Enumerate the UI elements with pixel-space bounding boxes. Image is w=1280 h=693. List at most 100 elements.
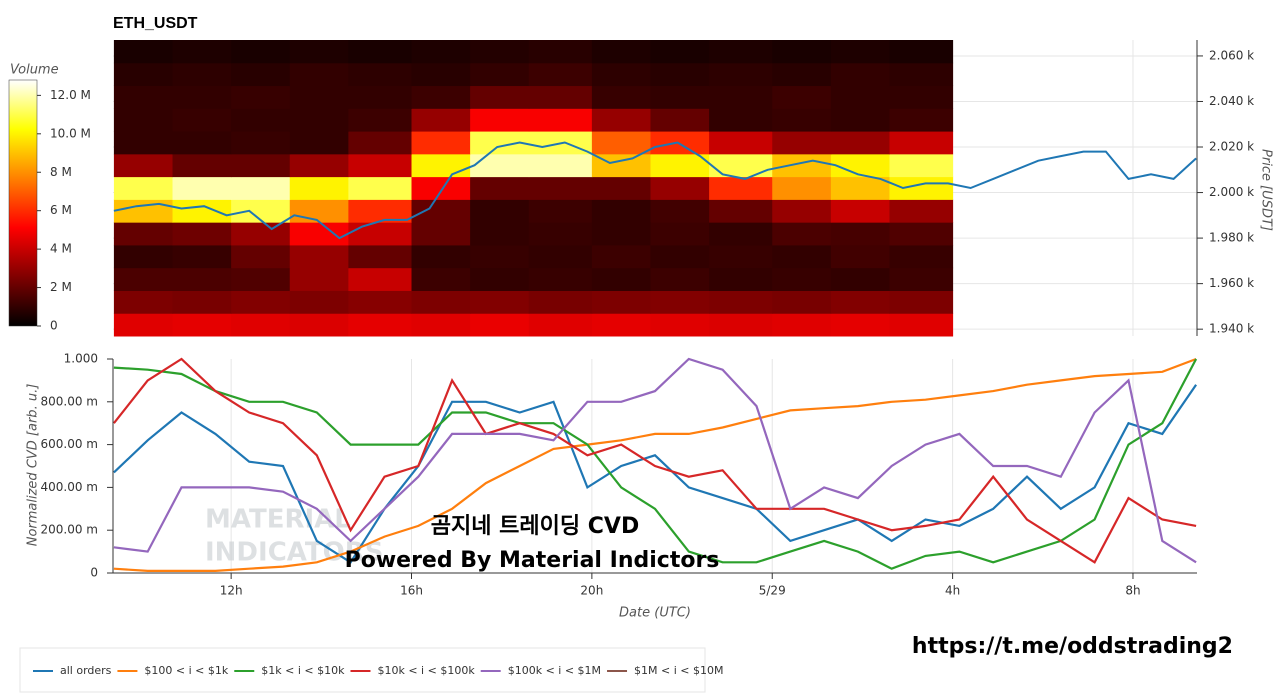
y-tick-label: 2.060 k xyxy=(1209,48,1254,62)
heat-cell xyxy=(772,62,832,87)
colorbar xyxy=(8,79,38,327)
heat-cell xyxy=(348,62,413,87)
heat-cell xyxy=(528,222,593,246)
heat-cell xyxy=(289,131,349,155)
x-axis-label: Date (UTC) xyxy=(619,606,691,621)
price-line xyxy=(113,141,1197,240)
heat-cell xyxy=(591,62,651,87)
heat-cell xyxy=(709,222,773,246)
heat-cell xyxy=(528,313,593,337)
heat-cell xyxy=(830,176,890,200)
heat-cell xyxy=(172,85,232,109)
y-tick-label: 400.00 m xyxy=(41,480,99,494)
heat-cell xyxy=(830,290,890,314)
heat-cell xyxy=(528,85,593,109)
heat-cell xyxy=(709,108,773,132)
heat-cell xyxy=(231,222,291,246)
heat-cell xyxy=(772,40,832,64)
heat-cell xyxy=(772,131,832,155)
heat-cell xyxy=(830,222,890,246)
heat-cell xyxy=(470,222,530,246)
heat-cell xyxy=(528,40,593,64)
heat-cell xyxy=(830,153,890,178)
y-tick-label: 1.980 k xyxy=(1209,231,1254,245)
heat-cell xyxy=(348,176,413,200)
heat-cell xyxy=(528,153,593,178)
heat-cell xyxy=(889,108,954,132)
heat-cell xyxy=(830,108,890,132)
heat-cell xyxy=(650,313,710,337)
legend-label: $10k < i < $100k xyxy=(377,664,475,677)
heat-cell xyxy=(772,176,832,200)
heat-cell xyxy=(172,153,232,178)
heat-cell xyxy=(830,244,890,269)
heat-cell xyxy=(172,40,232,64)
heat-cell xyxy=(231,62,291,87)
heat-cell xyxy=(348,313,413,337)
heat-cell xyxy=(113,199,174,223)
heat-cell xyxy=(348,222,413,246)
heat-cell xyxy=(231,85,291,109)
heat-cell xyxy=(528,290,593,314)
heat-cell xyxy=(591,108,651,132)
heat-cell xyxy=(231,176,291,200)
series-line xyxy=(113,357,1197,572)
heat-cell xyxy=(889,85,954,109)
heat-cell xyxy=(709,290,773,314)
heat-cell xyxy=(289,40,349,64)
chart-title: ETH_USDT xyxy=(113,15,198,32)
heat-cell xyxy=(411,290,471,314)
heat-cell xyxy=(528,199,593,223)
heat-cell xyxy=(470,85,530,109)
x-tick-label: 20h xyxy=(580,584,603,598)
heat-cell xyxy=(231,131,291,155)
y-axis-label: Price [USDT] xyxy=(1259,149,1274,231)
heat-cell xyxy=(650,131,710,155)
heat-cell xyxy=(591,40,651,64)
heat-cell xyxy=(772,85,832,109)
heat-cell xyxy=(411,244,471,269)
annotation: Powered By Material Indictors xyxy=(345,548,720,573)
y-tick-label: 800.00 m xyxy=(41,394,99,408)
heat-cell xyxy=(772,108,832,132)
heat-cell xyxy=(591,267,651,291)
x-tick-label: 5/29 xyxy=(759,584,786,598)
y-tick-label: 200.00 m xyxy=(41,523,99,537)
heat-cell xyxy=(889,267,954,291)
heat-cell xyxy=(650,85,710,109)
heat-cell xyxy=(650,290,710,314)
heat-cell xyxy=(289,244,349,269)
heat-cell xyxy=(889,176,954,200)
heat-cell xyxy=(113,222,174,246)
heat-cell xyxy=(528,108,593,132)
legend-label: all orders xyxy=(60,664,112,677)
heat-cell xyxy=(772,222,832,246)
heat-cell xyxy=(830,62,890,87)
y-axis-label: Normalized CVD [arb. u.] xyxy=(26,384,41,547)
heat-cell xyxy=(591,131,651,155)
heat-cell xyxy=(528,267,593,291)
heat-cell xyxy=(411,222,471,246)
heat-cell xyxy=(113,313,174,337)
x-tick-label: 16h xyxy=(400,584,423,598)
series-line xyxy=(113,357,1197,564)
heat-cell xyxy=(591,176,651,200)
series-line xyxy=(113,384,1198,564)
heat-cell xyxy=(709,267,773,291)
heat-cell xyxy=(528,62,593,87)
heat-cell xyxy=(470,40,530,64)
heat-cell xyxy=(113,131,174,155)
heat-cell xyxy=(591,199,651,223)
heat-cell xyxy=(289,290,349,314)
heat-cell xyxy=(172,244,232,269)
colorbar-tick-label: 0 xyxy=(50,319,58,333)
heat-cell xyxy=(709,176,773,200)
heat-cell xyxy=(650,176,710,200)
heat-cell xyxy=(650,108,710,132)
series-line xyxy=(113,357,1197,564)
heat-cell xyxy=(470,131,530,155)
heat-cell xyxy=(289,85,349,109)
heat-cell xyxy=(709,131,773,155)
heat-cell xyxy=(528,176,593,200)
heat-cell xyxy=(591,244,651,269)
